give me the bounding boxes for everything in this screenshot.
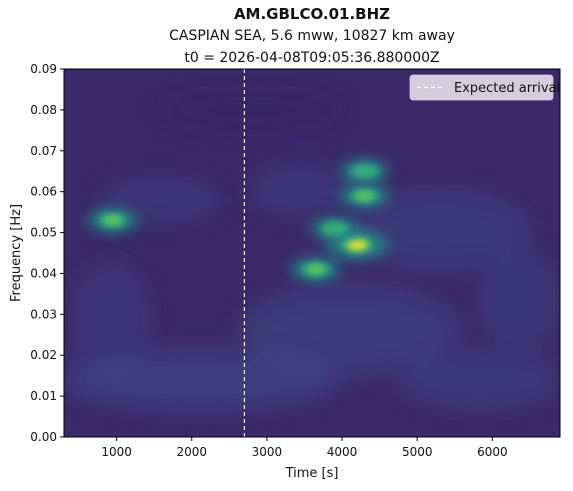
energy-peak <box>339 158 390 184</box>
y-tick-label: 0.05 <box>30 226 57 240</box>
y-tick-label: 0.01 <box>30 389 57 403</box>
y-tick-label: 0.04 <box>30 266 57 280</box>
chart-title-block: AM.GBLCO.01.BHZ CASPIAN SEA, 5.6 mww, 10… <box>64 0 560 69</box>
x-tick-label: 4000 <box>327 445 358 459</box>
legend: Expected arrival <box>409 74 560 101</box>
legend-label: Expected arrival <box>454 81 560 96</box>
y-tick-label: 0.03 <box>30 307 57 321</box>
x-tick-label: 2000 <box>176 445 207 459</box>
heatmap-area <box>64 69 560 437</box>
y-axis-label: Frequency [Hz] <box>9 204 24 302</box>
y-axis: 0.00 0.01 0.02 0.03 0.04 0.05 0.06 0.07 0.08 0.09 <box>30 62 64 444</box>
energy-peak <box>339 183 390 209</box>
y-tick-label: 0.06 <box>30 185 57 199</box>
y-tick-label: 0.09 <box>30 62 57 76</box>
y-tick-label: 0.00 <box>30 430 57 444</box>
plot-frame <box>63 68 561 438</box>
x-axis: 1000 2000 3000 4000 5000 6000 <box>101 437 508 459</box>
y-tick-label: 0.07 <box>30 144 57 158</box>
energy-peak <box>87 207 139 233</box>
chart-title: AM.GBLCO.01.BHZ <box>233 5 391 23</box>
y-tick-label: 0.02 <box>30 348 57 362</box>
x-tick-label: 6000 <box>477 445 508 459</box>
chart-subtitle-event: CASPIAN SEA, 5.6 mww, 10827 km away <box>169 28 455 44</box>
heatmap-texture <box>64 90 560 410</box>
energy-peak <box>290 256 342 283</box>
y-tick-label: 0.08 <box>30 103 57 117</box>
chart-subtitle-time: t0 = 2026-04-08T09:05:36.880000Z <box>184 50 440 66</box>
x-tick-label: 3000 <box>252 445 283 459</box>
energy-peak <box>310 216 359 241</box>
x-axis-label: Time [s] <box>285 466 339 481</box>
x-tick-label: 1000 <box>101 445 132 459</box>
legend-box <box>409 74 554 101</box>
x-tick-label: 5000 <box>402 445 433 459</box>
energy-peaks <box>87 158 390 283</box>
